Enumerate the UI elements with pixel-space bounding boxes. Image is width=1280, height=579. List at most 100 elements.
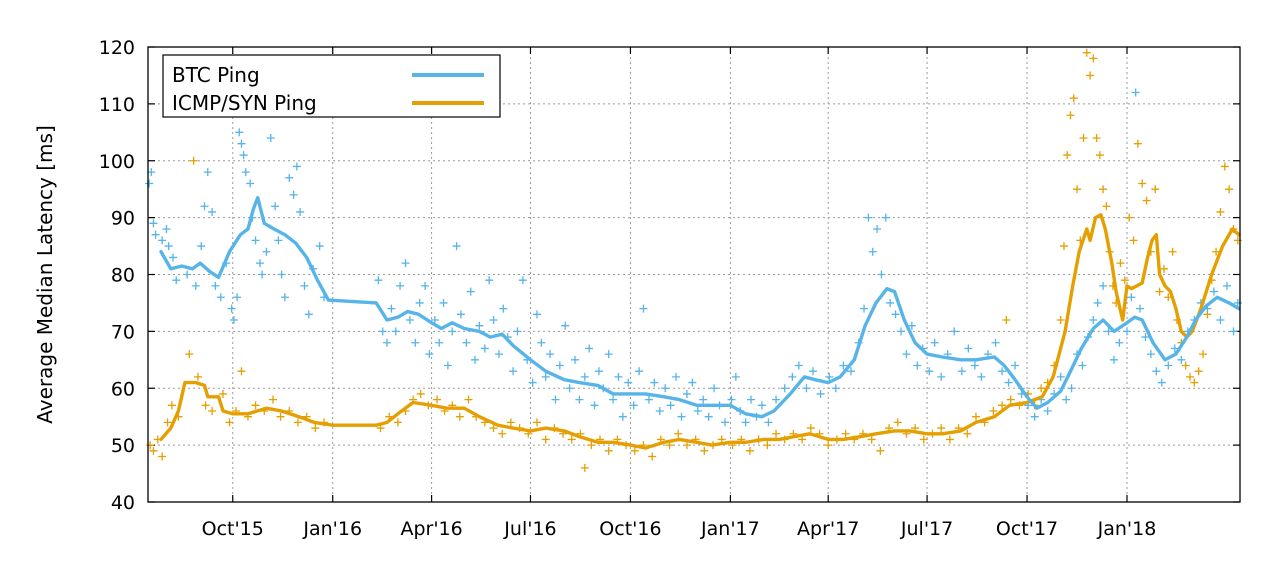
btc-ping-point [639, 304, 648, 313]
btc-ping-point [208, 207, 217, 216]
icmp-syn-ping-point [1089, 54, 1098, 63]
btc-ping-point [289, 190, 298, 199]
btc-ping-point [561, 321, 570, 330]
btc-ping-line [159, 196, 1241, 419]
icmp-syn-ping-point [464, 395, 473, 404]
btc-ping-point [485, 276, 494, 285]
btc-ping-point [575, 395, 584, 404]
btc-ping-point [405, 316, 414, 324]
btc-ping-point [794, 361, 803, 370]
icmp-syn-ping-point [1120, 276, 1129, 285]
series-layer [145, 48, 1242, 472]
x-tick-label: Jul'17 [900, 518, 953, 540]
btc-ping-point [315, 242, 324, 251]
btc-ping-point [780, 384, 789, 393]
icmp-syn-ping-point [268, 395, 277, 404]
btc-ping-point [950, 327, 959, 336]
icmp-syn-ping-point [433, 395, 442, 404]
btc-ping-point [227, 304, 236, 313]
icmp-syn-ping-point [208, 407, 217, 415]
btc-ping-point [1104, 327, 1113, 336]
btc-ping-point [546, 350, 555, 359]
btc-ping-point [203, 168, 212, 177]
btc-ping-point [300, 281, 309, 290]
icmp-syn-ping-point [989, 407, 998, 415]
btc-ping-point [1177, 355, 1186, 364]
icmp-syn-ping-point [1159, 264, 1168, 273]
icmp-syn-ping-point [1194, 367, 1203, 376]
icmp-syn-ping-point [700, 446, 709, 455]
btc-ping-point [847, 367, 856, 376]
icmp-syn-ping-point [630, 446, 639, 455]
icmp-syn-ping-point [1190, 378, 1199, 387]
btc-ping-point [650, 378, 659, 387]
icmp-syn-ping-point [1186, 372, 1195, 381]
plot-frame [147, 46, 1241, 503]
icmp-syn-ping-point [506, 418, 515, 427]
icmp-syn-ping-point [945, 435, 954, 444]
icmp-syn-ping-point [998, 401, 1007, 410]
btc-ping-point [731, 372, 740, 381]
icmp-syn-ping-point [580, 463, 589, 472]
btc-ping-point [251, 236, 260, 245]
btc-ping-point [772, 395, 781, 404]
icmp-syn-ping-point [1079, 134, 1088, 142]
icmp-syn-ping-point [1037, 384, 1046, 393]
icmp-syn-ping-point [163, 418, 172, 427]
btc-ping-point [864, 213, 873, 222]
y-tick-label: 100 [99, 151, 135, 173]
btc-ping-point [528, 378, 537, 387]
btc-ping-point [1093, 298, 1102, 307]
y-tick-label: 50 [111, 435, 135, 457]
icmp-syn-ping-point [1138, 179, 1147, 188]
btc-ping-point [998, 367, 1007, 376]
icmp-syn-ping-point [1151, 185, 1160, 194]
icmp-syn-ping-point [1116, 259, 1125, 268]
btc-ping-point [1123, 327, 1131, 336]
btc-ping-point [802, 384, 811, 393]
btc-ping-point [541, 372, 550, 381]
btc-ping-point [925, 367, 934, 376]
icmp-syn-ping-point [876, 446, 885, 455]
btc-ping-point [304, 310, 313, 319]
icmp-syn-ping-point [682, 441, 691, 450]
btc-ping-point [197, 242, 206, 251]
icmp-syn-ping-point [867, 435, 876, 444]
btc-ping-point [1146, 350, 1155, 359]
btc-ping-point [200, 202, 209, 211]
btc-ping-point [1043, 407, 1052, 415]
btc-ping-point [873, 225, 882, 233]
btc-ping-point [292, 162, 301, 171]
icmp-syn-ping-point [237, 367, 246, 376]
btc-ping-point [475, 321, 484, 330]
icmp-syn-ping-point [1216, 207, 1225, 216]
icmp-syn-ping-point [201, 401, 210, 410]
btc-ping-point [977, 372, 986, 381]
btc-ping-point [580, 372, 589, 381]
icmp-syn-ping-point [1129, 236, 1138, 245]
icmp-syn-ping-point [1092, 134, 1101, 142]
btc-ping-point [957, 367, 966, 376]
btc-ping-point [145, 179, 154, 188]
btc-ping-point [1141, 333, 1150, 342]
btc-ping-point [151, 230, 160, 239]
x-tick-label: Oct'15 [202, 518, 264, 540]
btc-ping-point [425, 350, 434, 359]
icmp-syn-ping-point [604, 446, 613, 455]
btc-ping-point [466, 287, 475, 296]
btc-ping-point [1109, 355, 1118, 364]
btc-ping-point [571, 355, 580, 364]
btc-ping-point [644, 395, 653, 404]
btc-ping-point [590, 401, 599, 410]
btc-ping-point [788, 372, 797, 381]
btc-ping-point [682, 389, 691, 398]
btc-ping-point [1170, 344, 1179, 353]
btc-ping-point [296, 207, 305, 216]
btc-ping-point [216, 293, 225, 302]
legend-label-btc-ping: BTC Ping [172, 63, 260, 87]
icmp-syn-ping-point [587, 441, 596, 450]
btc-ping-point [629, 401, 638, 410]
btc-ping-point [1062, 395, 1071, 404]
btc-ping-point [271, 202, 280, 211]
